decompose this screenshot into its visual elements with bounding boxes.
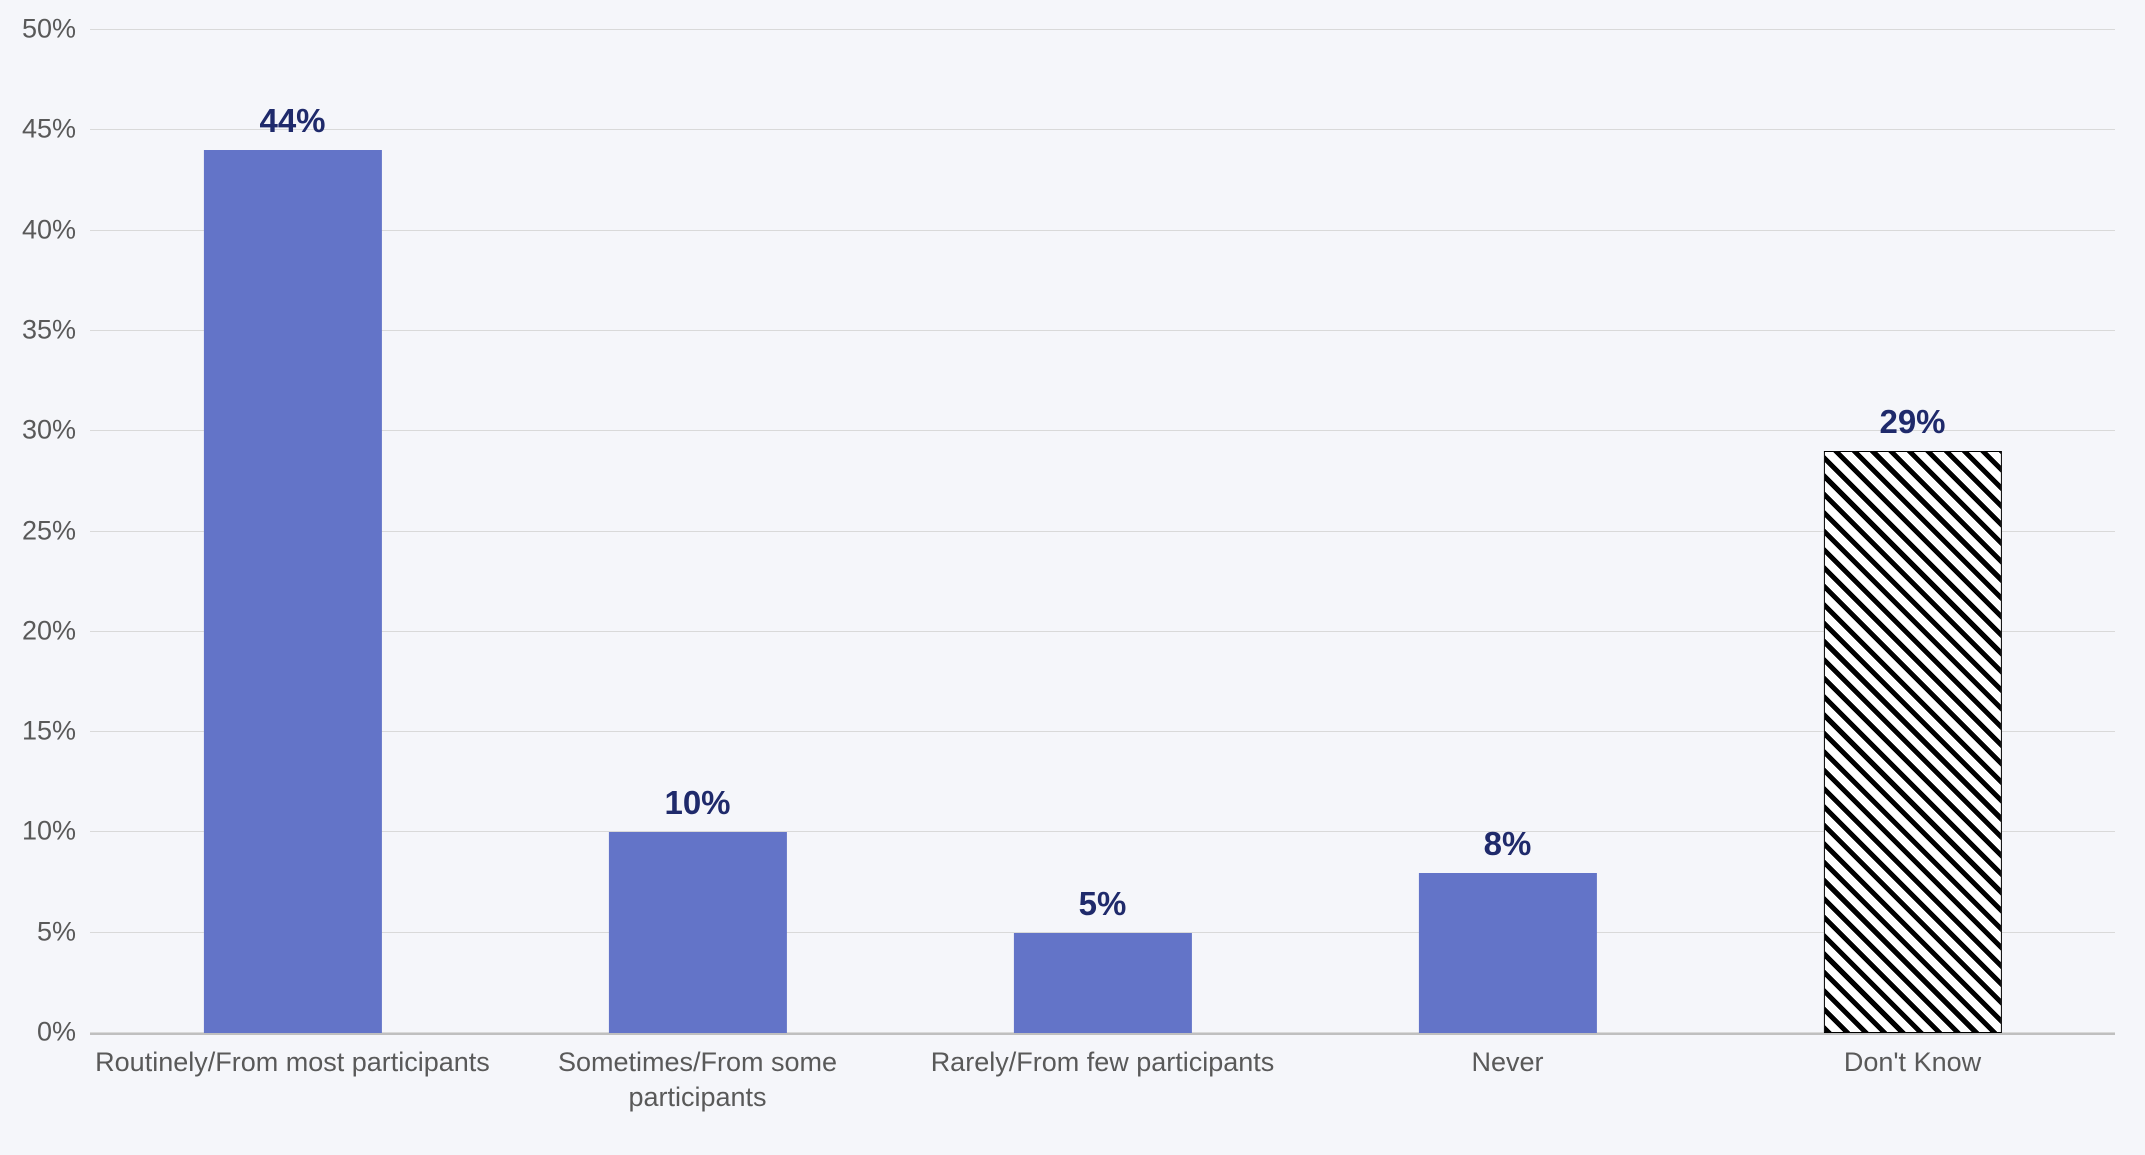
xtick-label: Rarely/From few participants xyxy=(900,1045,1305,1080)
ytick-label: 25% xyxy=(22,515,76,546)
bar-value-label: 44% xyxy=(259,102,325,140)
ytick-label: 35% xyxy=(22,314,76,345)
bar-slot: 8% Never xyxy=(1305,30,1710,1033)
bar-never xyxy=(1418,873,1596,1033)
ytick-label: 20% xyxy=(22,615,76,646)
bar-value-label: 5% xyxy=(1079,885,1127,923)
ytick-label: 10% xyxy=(22,816,76,847)
bar-dontknow xyxy=(1823,451,2001,1033)
xtick-label: Routinely/From most participants xyxy=(90,1045,495,1080)
bar-slot: 5% Rarely/From few participants xyxy=(900,30,1305,1033)
bar-chart: 0% 5% 10% 15% 20% 25% 30% 35% 40% 45% 50… xyxy=(0,0,2145,1155)
ytick-label: 40% xyxy=(22,214,76,245)
plot-area: 0% 5% 10% 15% 20% 25% 30% 35% 40% 45% 50… xyxy=(90,30,2115,1035)
xtick-label: Don't Know xyxy=(1710,1045,2115,1080)
bar-slot: 29% Don't Know xyxy=(1710,30,2115,1033)
bar-routinely xyxy=(203,150,381,1033)
ytick-label: 5% xyxy=(37,916,76,947)
bar-value-label: 8% xyxy=(1484,825,1532,863)
bar-rarely xyxy=(1013,933,1191,1033)
bars-row: 44% Routinely/From most participants 10%… xyxy=(90,30,2115,1033)
ytick-label: 45% xyxy=(22,114,76,145)
ytick-label: 50% xyxy=(22,14,76,45)
ytick-label: 15% xyxy=(22,716,76,747)
bar-value-label: 10% xyxy=(664,784,730,822)
xtick-label: Sometimes/From some participants xyxy=(495,1045,900,1115)
bar-value-label: 29% xyxy=(1879,403,1945,441)
bar-slot: 10% Sometimes/From some participants xyxy=(495,30,900,1033)
ytick-label: 30% xyxy=(22,415,76,446)
bar-sometimes xyxy=(608,832,786,1033)
bar-slot: 44% Routinely/From most participants xyxy=(90,30,495,1033)
ytick-label: 0% xyxy=(37,1017,76,1048)
xtick-label: Never xyxy=(1305,1045,1710,1080)
